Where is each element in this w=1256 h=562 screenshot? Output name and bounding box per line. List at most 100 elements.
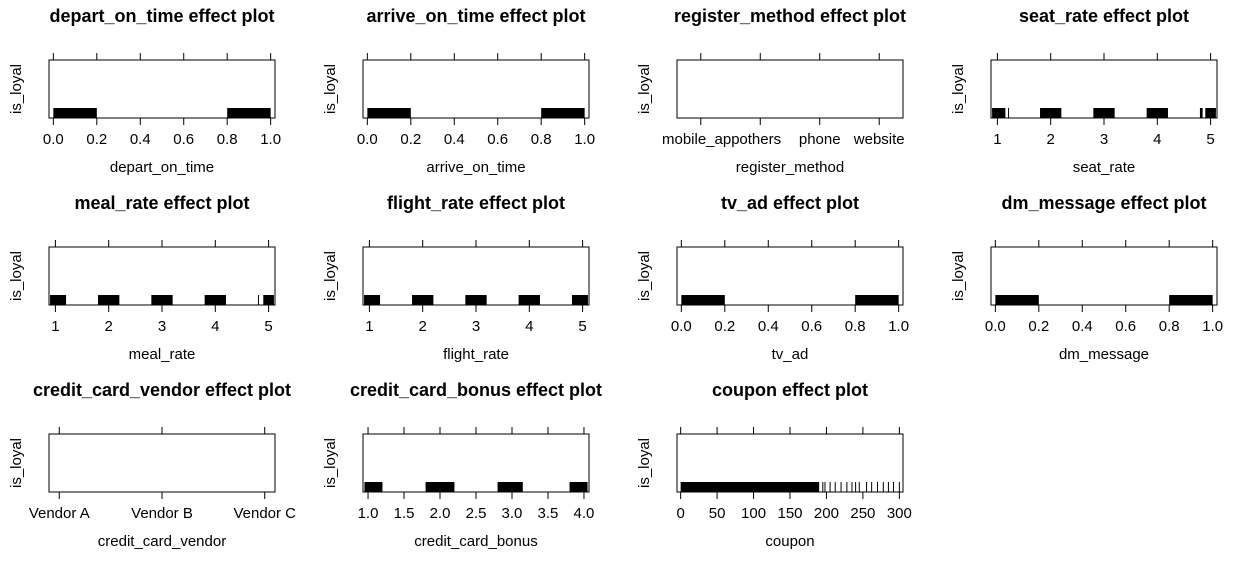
rug-band	[1169, 295, 1213, 305]
rug-band	[1040, 108, 1062, 118]
plot-title: seat_rate effect plot	[1019, 6, 1189, 26]
x-tick-label: 4	[525, 318, 533, 335]
x-tick-label: 1.0	[358, 505, 379, 522]
x-tick-label: 0.4	[1072, 318, 1093, 335]
plot-title: dm_message effect plot	[1001, 193, 1206, 213]
x-axis-label: register_method	[736, 159, 844, 176]
y-axis-label: is_loyal	[8, 438, 25, 488]
x-tick-label: 50	[709, 505, 726, 522]
plot-frame	[48, 433, 276, 493]
rug-band	[412, 295, 434, 305]
x-tick-label: 3.0	[502, 505, 523, 522]
y-axis-label: is_loyal	[950, 64, 967, 114]
x-tick-label: 0	[676, 505, 684, 522]
x-tick-label: 2	[1047, 131, 1055, 148]
x-tick-label: 1	[51, 318, 59, 335]
plot-title: meal_rate effect plot	[74, 193, 249, 213]
x-tick-label: 3	[1100, 131, 1108, 148]
rug-band	[518, 295, 540, 305]
rug-band	[995, 295, 1039, 305]
plot-title: depart_on_time effect plot	[49, 6, 274, 26]
x-tick-label: 1.5	[394, 505, 415, 522]
x-tick-label: 4	[1153, 131, 1161, 148]
x-axis-label: credit_card_bonus	[414, 533, 537, 550]
rug-band	[50, 295, 67, 305]
y-axis-label: is_loyal	[8, 64, 25, 114]
rug-band	[53, 108, 97, 118]
effect-plot-panel: seat_rate effect plot is_loyal seat_rate 1 2…	[950, 6, 1218, 176]
y-axis-label: is_loyal	[636, 438, 653, 488]
x-tick-label: 2.0	[430, 505, 451, 522]
effect-plot-panel: flight_rate effect plot is_loyal flight_ra…	[322, 193, 590, 363]
rug-band	[1199, 108, 1203, 118]
x-tick-label: 0.2	[400, 131, 421, 148]
y-axis-label: is_loyal	[322, 251, 339, 301]
x-tick-label: 0.8	[845, 318, 866, 335]
x-tick-label: Vendor C	[233, 505, 296, 522]
rug-band	[364, 482, 383, 492]
x-tick-label: 0.4	[758, 318, 779, 335]
x-tick-label: 0.4	[130, 131, 151, 148]
x-tick-label: 0.6	[487, 131, 508, 148]
x-tick-label: 1.0	[260, 131, 281, 148]
plot-title: arrive_on_time effect plot	[366, 6, 585, 26]
x-tick-label: 0.0	[43, 131, 64, 148]
rug-band	[571, 295, 588, 305]
x-axis-label: depart_on_time	[110, 159, 214, 176]
effect-plot-panel: meal_rate effect plot is_loyal meal_rate 1 2…	[8, 193, 276, 363]
x-tick-label: 1	[365, 318, 373, 335]
rug-band	[151, 295, 173, 305]
rug-band	[465, 295, 487, 305]
x-tick-label: 3.5	[538, 505, 559, 522]
rug-band	[1093, 108, 1115, 118]
plot-title: tv_ad effect plot	[721, 193, 859, 213]
x-tick-label: phone	[799, 131, 841, 148]
plot-frame	[990, 246, 1218, 306]
y-axis-label: is_loyal	[322, 64, 339, 114]
effect-plot-panel: depart_on_time effect plot is_loyaldepart…	[8, 6, 281, 176]
x-axis-label: coupon	[765, 533, 814, 550]
plot-frame	[362, 433, 590, 493]
x-tick-label: 0.0	[985, 318, 1006, 335]
x-tick-label: 3	[472, 318, 480, 335]
rug-band	[364, 295, 381, 305]
x-tick-label: 5	[578, 318, 586, 335]
x-tick-label: 100	[741, 505, 766, 522]
effect-plot-panel: credit_card_bonus effect plot is_loyalcre…	[322, 380, 602, 550]
x-tick-label: 0.2	[86, 131, 107, 148]
y-axis-label: is_loyal	[636, 251, 653, 301]
x-tick-label: 1.0	[888, 318, 909, 335]
rug-band	[855, 295, 899, 305]
x-tick-label: 4.0	[574, 505, 595, 522]
plot-title: coupon effect plot	[712, 380, 868, 400]
x-tick-label: 0.6	[173, 131, 194, 148]
x-tick-label: Vendor B	[131, 505, 193, 522]
x-tick-label: 3	[158, 318, 166, 335]
x-tick-label: mobile_app	[662, 131, 740, 148]
effect-plot-panel: tv_ad effect plot is_loyal tv_ad 0.0 0.2 0.4 0…	[636, 193, 909, 363]
x-tick-label: 1.0	[574, 131, 595, 148]
x-axis-label: flight_rate	[443, 346, 509, 363]
x-tick-label: 5	[1206, 131, 1214, 148]
x-axis-label: dm_message	[1059, 346, 1149, 363]
x-tick-label: 5	[264, 318, 272, 335]
rug-band	[680, 482, 820, 492]
x-tick-label: 0.0	[357, 131, 378, 148]
rug-band	[257, 295, 259, 305]
x-axis-label: seat_rate	[1073, 159, 1136, 176]
x-tick-label: 200	[814, 505, 839, 522]
x-tick-label: 0.2	[1028, 318, 1049, 335]
x-tick-label: 0.8	[531, 131, 552, 148]
x-tick-label: website	[853, 131, 905, 148]
x-tick-label: 300	[887, 505, 912, 522]
rug-band	[1008, 108, 1010, 118]
effect-plot-panel: credit_card_vendor effect plot is_loyalcr…	[8, 380, 296, 550]
x-tick-label: 1	[993, 131, 1001, 148]
x-tick-label: 150	[777, 505, 802, 522]
y-axis-label: is_loyal	[322, 438, 339, 488]
effect-plot-panel: register_method effect plot is_loyalregis…	[636, 6, 906, 176]
rug-band	[1205, 108, 1216, 118]
rug-band	[681, 295, 725, 305]
plot-frame	[676, 59, 904, 119]
